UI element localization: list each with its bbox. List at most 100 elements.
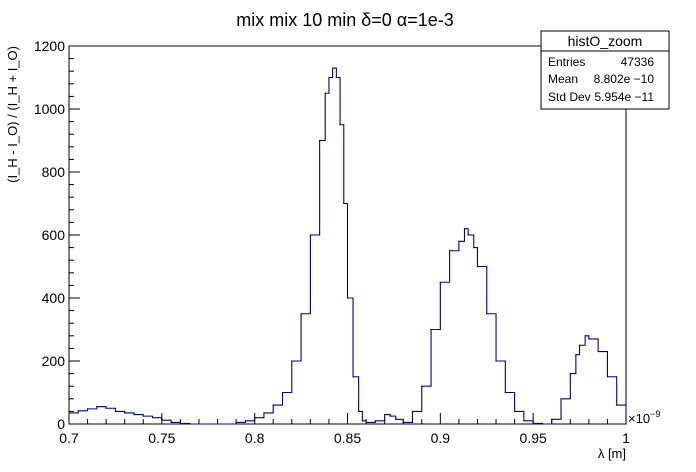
data-point xyxy=(411,410,414,412)
x-tick-label: 0.9 xyxy=(431,430,451,446)
data-point xyxy=(384,413,386,416)
data-point xyxy=(597,350,599,353)
data-point xyxy=(346,297,349,299)
data-point xyxy=(358,410,360,412)
stats-stddev-value: 5.954e −11 xyxy=(594,90,654,104)
data-point xyxy=(523,420,525,422)
data-point xyxy=(578,344,581,346)
stats-mean-label: Mean xyxy=(548,72,578,86)
y-axis-ticks xyxy=(69,45,80,425)
data-point xyxy=(179,422,181,424)
data-point xyxy=(504,391,506,394)
data-point xyxy=(309,234,311,236)
data-point xyxy=(532,422,534,424)
data-point xyxy=(514,410,516,412)
data-point xyxy=(151,417,154,419)
data-point xyxy=(486,313,488,315)
data-point xyxy=(352,376,354,378)
stats-box: histO_zoom Entries 47336 Mean 8.802e −10… xyxy=(540,30,670,110)
data-point xyxy=(235,421,237,424)
data-point xyxy=(291,360,293,362)
data-point xyxy=(124,412,126,414)
data-point xyxy=(281,391,284,394)
data-point xyxy=(332,67,334,69)
data-point xyxy=(133,413,135,416)
data-point xyxy=(319,139,321,142)
data-point xyxy=(328,76,330,79)
series-line xyxy=(69,67,627,425)
data-point xyxy=(96,406,98,408)
data-point xyxy=(588,338,590,340)
data-point xyxy=(170,421,172,424)
x-tick-label: 0.75 xyxy=(148,430,175,446)
x-tick-label: 1 xyxy=(622,430,630,446)
data-point xyxy=(625,423,627,425)
data-point xyxy=(324,92,326,94)
x-tick-label: 0.85 xyxy=(334,430,361,446)
data-point xyxy=(226,423,228,425)
y-tick-label: 1000 xyxy=(34,101,65,117)
x-axis-label: λ [m] xyxy=(598,446,626,461)
stats-stddev-label: Std Dev xyxy=(548,90,591,104)
x-axis-exponent: ×10−9 xyxy=(628,409,660,426)
data-point xyxy=(402,421,404,424)
data-point xyxy=(142,415,144,417)
stats-entries-value: 47336 xyxy=(621,55,655,69)
x-tick-label: 0.95 xyxy=(520,430,547,446)
y-tick-label: 400 xyxy=(42,290,66,306)
data-point xyxy=(244,420,246,422)
data-point xyxy=(343,202,345,205)
data-point xyxy=(389,415,391,417)
data-point xyxy=(263,412,265,414)
data-point xyxy=(254,417,256,419)
data-point xyxy=(395,418,397,420)
data-point xyxy=(467,234,469,236)
data-point xyxy=(560,398,562,400)
data-point xyxy=(569,373,571,375)
data-point xyxy=(361,420,363,422)
data-point xyxy=(189,423,191,425)
y-tick-label: 600 xyxy=(42,227,66,243)
stats-mean-value: 8.802e −10 xyxy=(594,72,655,86)
data-point xyxy=(77,410,79,412)
data-point xyxy=(476,265,479,268)
data-point xyxy=(161,419,163,421)
y-tick-label: 1200 xyxy=(34,38,65,54)
data-point xyxy=(449,250,451,252)
data-point xyxy=(216,423,219,425)
data-point xyxy=(365,421,367,424)
data-point xyxy=(421,385,423,387)
x-tick-label: 0.8 xyxy=(245,430,265,446)
data-point xyxy=(584,335,586,337)
y-tick-label: 200 xyxy=(42,353,66,369)
data-point xyxy=(463,228,466,230)
data-point xyxy=(575,354,577,356)
data-point xyxy=(68,412,70,414)
data-point xyxy=(300,313,302,315)
x-tick-label: 0.7 xyxy=(59,430,79,446)
data-point xyxy=(374,420,376,422)
data-point xyxy=(198,423,200,425)
y-axis-tick-labels: 0 200 400 600 800 1000 1200 xyxy=(34,38,65,432)
data-point xyxy=(114,410,117,412)
data-point xyxy=(339,124,341,126)
data-point xyxy=(86,408,89,410)
data-point xyxy=(439,281,441,283)
x-axis-ticks xyxy=(68,413,627,424)
data-point xyxy=(105,407,107,409)
data-point xyxy=(335,76,337,79)
data-point xyxy=(616,404,618,406)
data-point xyxy=(606,376,609,378)
x-axis-tick-labels: 0.7 0.75 0.8 0.85 0.9 0.95 1 xyxy=(59,430,630,446)
data-point xyxy=(207,423,209,425)
data-point xyxy=(430,328,432,331)
stats-box-title: histO_zoom xyxy=(568,33,643,49)
data-point xyxy=(458,240,460,242)
data-point xyxy=(551,418,553,420)
y-tick-label: 0 xyxy=(57,416,65,432)
chart-title: mix mix 10 min δ=0 α=1e-3 xyxy=(236,10,454,30)
data-point xyxy=(495,360,497,362)
data-point xyxy=(473,247,475,249)
stats-entries-label: Entries xyxy=(548,55,585,69)
